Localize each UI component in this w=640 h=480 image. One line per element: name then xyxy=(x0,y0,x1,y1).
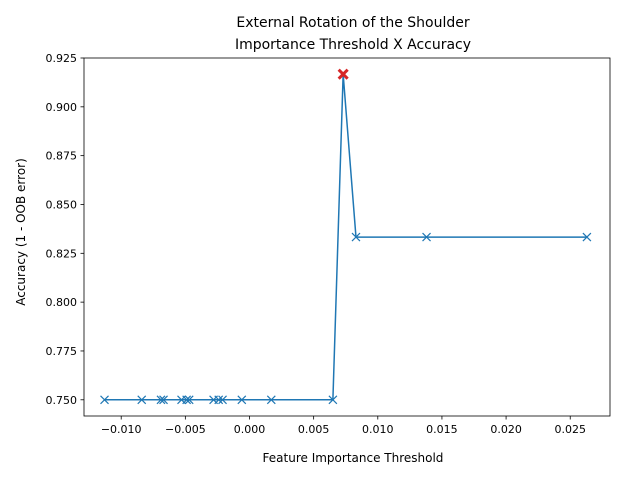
x-tick-label: 0.005 xyxy=(298,423,330,436)
data-point xyxy=(218,395,227,405)
data-point xyxy=(422,232,431,242)
y-tick-label: 0.750 xyxy=(46,394,78,407)
y-tick-label: 0.800 xyxy=(46,296,78,309)
data-point xyxy=(184,395,194,405)
x-tick-label: 0.020 xyxy=(490,423,522,436)
y-tick-label: 0.925 xyxy=(46,52,78,65)
data-point xyxy=(156,395,166,405)
y-tick-label: 0.850 xyxy=(46,198,78,211)
chart-title: External Rotation of the Shoulder xyxy=(236,15,469,31)
plot-frame xyxy=(83,57,611,417)
x-tick-label: −0.005 xyxy=(165,423,206,436)
data-point xyxy=(182,395,192,405)
data-point xyxy=(266,395,276,405)
y-axis: 0.750 0.775 0.800 0.825 0.850 0.875 0.900 0.925 xyxy=(46,52,84,407)
plot-area xyxy=(83,57,611,417)
data-point xyxy=(351,232,361,242)
x-tick-label: 0.010 xyxy=(362,423,394,436)
y-axis-label: Accuracy (1 - OOB error) xyxy=(14,158,28,306)
y-tick-label: 0.825 xyxy=(46,247,78,260)
x-tick-label: 0.015 xyxy=(426,423,458,436)
best-point-marker xyxy=(337,68,349,80)
y-tick-label: 0.900 xyxy=(46,101,78,114)
data-point xyxy=(214,395,224,405)
data-point xyxy=(100,395,109,405)
y-tick-label: 0.775 xyxy=(46,345,78,358)
data-point xyxy=(582,232,592,242)
data-point xyxy=(137,395,147,405)
x-axis-label: Feature Importance Threshold xyxy=(263,451,444,465)
x-tick-label: −0.010 xyxy=(101,423,142,436)
data-point xyxy=(159,395,168,405)
chart-subtitle: Importance Threshold X Accuracy xyxy=(235,37,471,53)
y-tick-label: 0.875 xyxy=(46,150,78,163)
data-point xyxy=(328,395,338,405)
x-axis: −0.010 −0.005 0.000 0.005 0.010 0.015 0.020 0.0… xyxy=(101,416,586,436)
x-tick-label: 0.000 xyxy=(234,423,266,436)
x-tick-label: 0.025 xyxy=(554,423,586,436)
data-point xyxy=(237,395,247,405)
